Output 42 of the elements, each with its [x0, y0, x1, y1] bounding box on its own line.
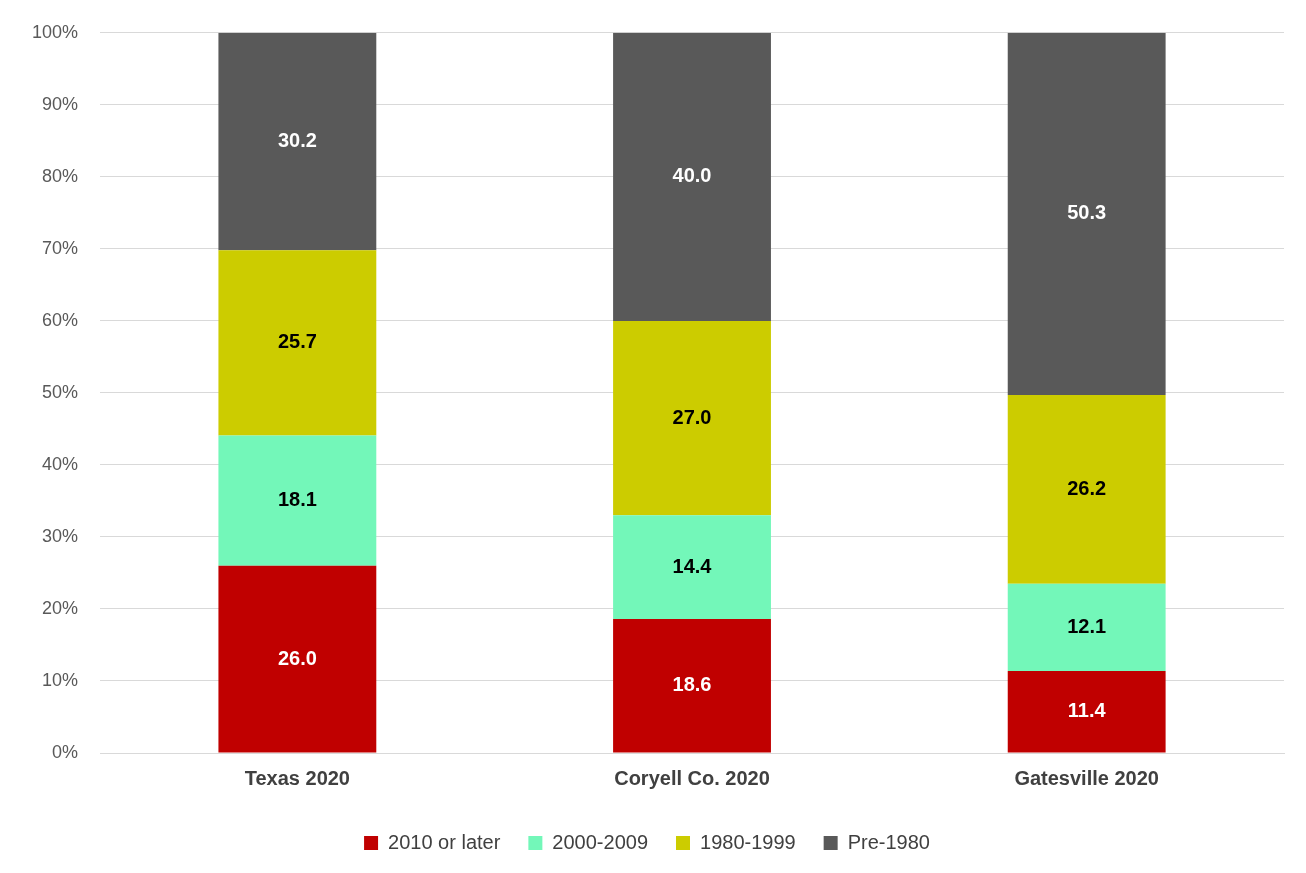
bar: [613, 32, 771, 321]
y-tick-label: 60%: [42, 309, 79, 330]
y-tick-label: 30%: [42, 525, 79, 546]
x-tick-label: Coryell Co. 2020: [614, 766, 770, 789]
bar: [1007, 670, 1166, 753]
legend-label: 2000-2009: [552, 830, 649, 853]
y-tick-label: 100%: [31, 21, 79, 42]
x-tick-label: Gatesville 2020: [1014, 766, 1159, 789]
data-label: 18.1: [277, 488, 317, 511]
bar: [218, 32, 377, 251]
y-tick-label: 90%: [42, 93, 79, 114]
data-label: 26.0: [277, 646, 317, 669]
y-tick-label: 40%: [42, 453, 79, 474]
y-tick-label: 50%: [42, 381, 79, 402]
data-label: 30.2: [277, 129, 317, 152]
bar: [613, 515, 771, 620]
data-label: 12.1: [1067, 614, 1107, 637]
bar: [1007, 32, 1166, 396]
legend-label: Pre-1980: [847, 830, 930, 853]
data-label: 40.0: [672, 164, 712, 187]
data-label: 11.4: [1067, 699, 1107, 722]
data-label: 25.7: [277, 330, 317, 353]
data-label: 26.2: [1067, 476, 1107, 499]
y-tick-label: 0%: [52, 741, 79, 762]
x-tick-label: Texas 2020: [244, 766, 350, 789]
legend-label: 1980-1999: [700, 830, 796, 853]
bar: [218, 435, 377, 566]
y-tick-label: 20%: [42, 597, 79, 618]
data-label: 27.0: [672, 405, 712, 428]
bar: [613, 320, 771, 516]
data-label: 18.6: [672, 673, 712, 696]
y-tick-label: 10%: [42, 669, 79, 690]
data-label: 14.4: [672, 554, 713, 577]
bar: [1007, 583, 1166, 671]
bar: [218, 250, 377, 436]
legend-label: 2010 or later: [388, 830, 501, 853]
y-tick-label: 80%: [42, 165, 79, 186]
bar: [1007, 395, 1166, 584]
bar: [613, 619, 771, 753]
data-label: 50.3: [1067, 201, 1107, 224]
y-tick-label: 70%: [42, 237, 79, 258]
bar: [218, 565, 377, 753]
